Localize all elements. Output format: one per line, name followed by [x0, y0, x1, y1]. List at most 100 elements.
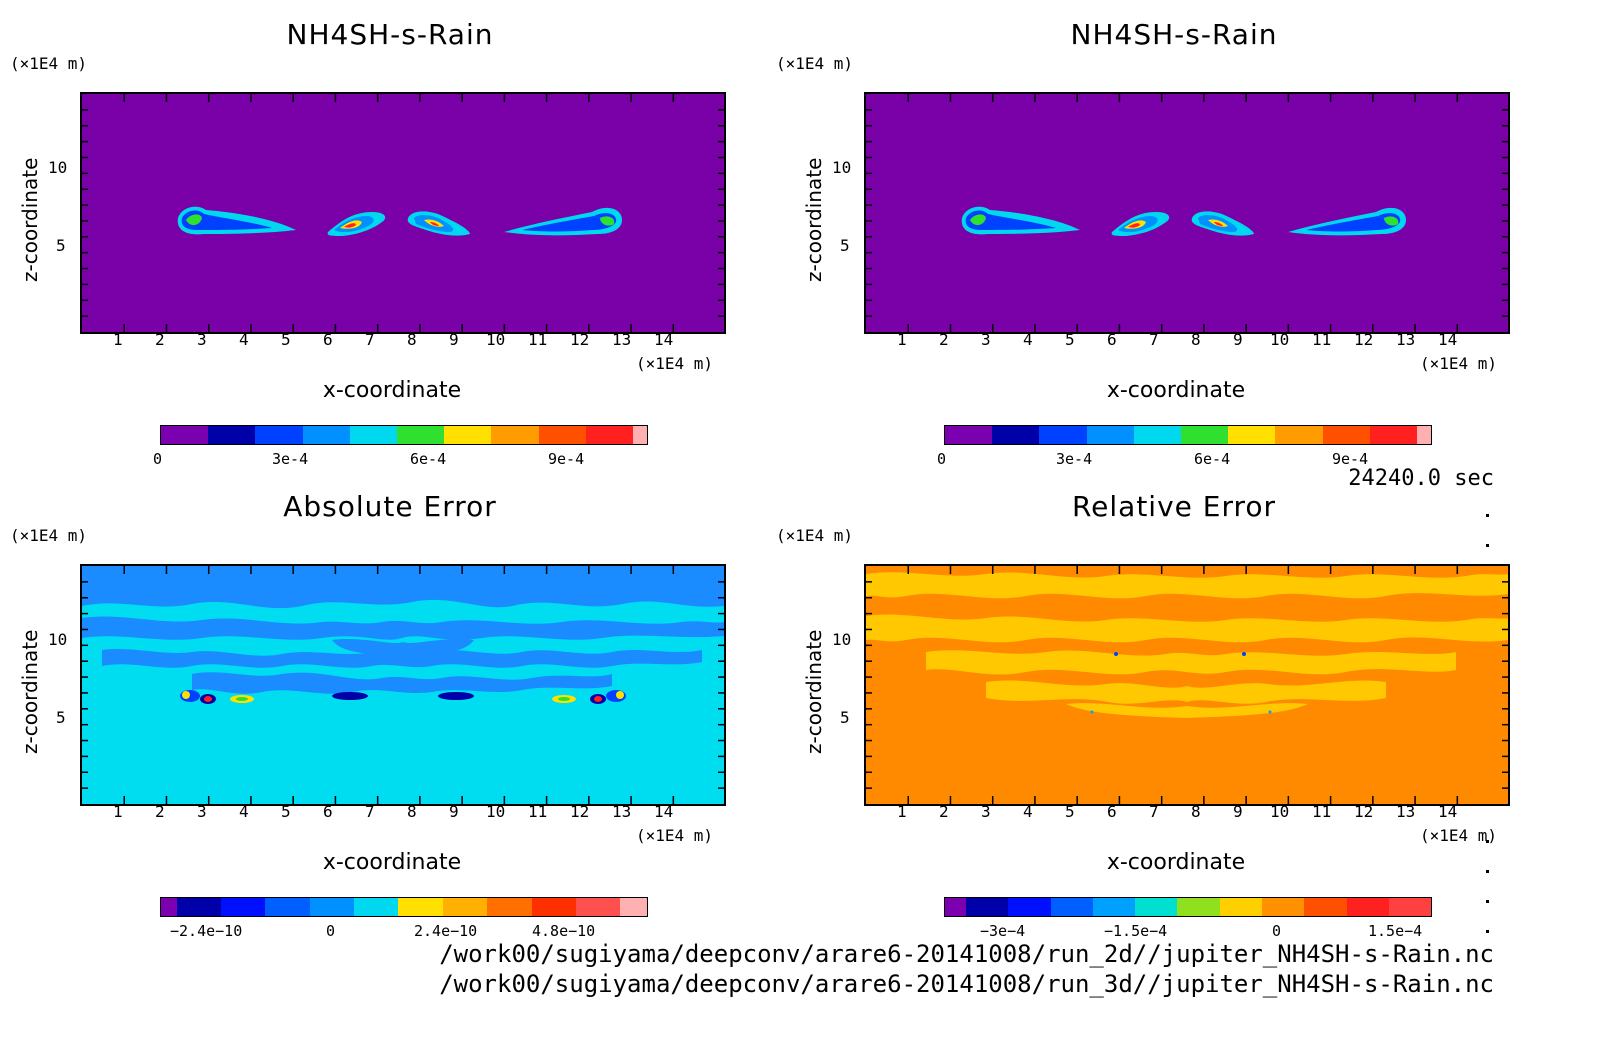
x-tick: 13	[612, 802, 632, 821]
x-unit-label: (×1E4 m)	[1420, 354, 1498, 373]
chart-panel-top-right: NH4SH-s-Rain (×1E4 m) z-coordinate	[776, 0, 1564, 470]
x-tick: 8	[407, 802, 417, 821]
x-tick: 5	[281, 802, 291, 821]
x-tick: 5	[1065, 330, 1075, 349]
x-tick: 9	[1233, 330, 1243, 349]
error-hotspots	[180, 690, 626, 704]
x-tick: 10	[1270, 330, 1290, 349]
margin-dot	[1486, 514, 1489, 517]
colorbar-label: 1.5e−4	[1368, 922, 1423, 940]
chart-title: NH4SH-s-Rain	[1070, 18, 1278, 51]
colorbar-label: 0	[1272, 922, 1282, 940]
colorbar-label: 0	[326, 922, 336, 940]
colorbar-label: 0	[937, 450, 947, 468]
x-tick: 13	[1396, 330, 1416, 349]
x-tick: 1	[897, 802, 907, 821]
x-tick: 5	[281, 330, 291, 349]
x-tick: 13	[612, 330, 632, 349]
x-unit-label: (×1E4 m)	[636, 354, 714, 373]
y-unit-label: (×1E4 m)	[776, 54, 854, 73]
x-tick: 8	[1191, 330, 1201, 349]
x-tick: 7	[365, 330, 375, 349]
y-axis-label: z-coordinate	[802, 157, 826, 282]
x-axis-label: x-coordinate	[322, 850, 462, 875]
y-axis-label: z-coordinate	[18, 629, 42, 754]
x-tick: 14	[1438, 802, 1458, 821]
colorbar-label: 6e-4	[1194, 450, 1231, 468]
y-tick: 10	[832, 158, 852, 177]
x-axis-label: x-coordinate	[322, 378, 462, 403]
x-tick: 7	[1149, 802, 1159, 821]
x-tick: 12	[570, 802, 590, 821]
rain-feature-2	[327, 212, 386, 236]
margin-dot	[1486, 900, 1489, 903]
heatmap-plot-area	[80, 564, 726, 806]
time-label: 24240.0 sec	[1348, 466, 1494, 491]
x-tick: 7	[365, 802, 375, 821]
x-tick: 6	[1107, 330, 1117, 349]
chart-panel-bottom-right: Relative Error (×1E4 m) z-coordinate 1 2…	[776, 472, 1564, 942]
x-tick: 14	[654, 330, 674, 349]
heatmap-plot-area	[80, 92, 726, 334]
rain-feature-4	[504, 207, 622, 236]
y-tick: 5	[56, 236, 66, 255]
y-unit-label: (×1E4 m)	[10, 54, 88, 73]
rain-feature-2	[1111, 212, 1170, 236]
x-tick: 3	[981, 330, 991, 349]
x-tick: 1	[113, 330, 123, 349]
x-tick: 4	[1023, 330, 1033, 349]
colorbar	[160, 425, 648, 445]
x-tick: 10	[486, 330, 506, 349]
colorbar	[160, 897, 648, 917]
x-tick: 9	[449, 330, 459, 349]
x-tick: 8	[1191, 802, 1201, 821]
x-tick: 11	[1312, 330, 1332, 349]
x-tick: 10	[486, 802, 506, 821]
margin-dot	[1486, 840, 1489, 843]
x-tick: 13	[1396, 802, 1416, 821]
colorbar-label: 9e-4	[1332, 450, 1369, 468]
colorbar-label: 3e-4	[1056, 450, 1093, 468]
y-unit-label: (×1E4 m)	[776, 526, 854, 545]
margin-dot	[1486, 930, 1489, 933]
colorbar-label: 4.8e−10	[532, 922, 596, 940]
x-unit-label: (×1E4 m)	[636, 826, 714, 845]
x-tick: 1	[897, 330, 907, 349]
x-tick: 4	[239, 330, 249, 349]
x-tick: 10	[1270, 802, 1290, 821]
rain-feature-3	[407, 211, 470, 236]
heatmap-plot-area	[864, 564, 1510, 806]
x-tick: 4	[1023, 802, 1033, 821]
x-tick: 14	[1438, 330, 1458, 349]
x-axis-label: x-coordinate	[1106, 378, 1246, 403]
x-tick: 5	[1065, 802, 1075, 821]
colorbar-label: 6e-4	[410, 450, 447, 468]
chart-panel-bottom-left: Absolute Error (×1E4 m) z-coordinate	[0, 472, 780, 942]
y-unit-label: (×1E4 m)	[10, 526, 88, 545]
x-tick: 11	[528, 802, 548, 821]
file-path-2d: /work00/sugiyama/deepconv/arare6-2014100…	[439, 940, 1494, 968]
x-tick: 9	[449, 802, 459, 821]
x-tick: 3	[197, 330, 207, 349]
chart-title: NH4SH-s-Rain	[286, 18, 494, 51]
x-tick: 9	[1233, 802, 1243, 821]
x-tick: 2	[155, 330, 165, 349]
y-tick: 5	[56, 708, 66, 727]
margin-dot	[1486, 870, 1489, 873]
error-pattern	[866, 572, 1508, 718]
margin-dot	[1486, 544, 1489, 547]
rain-feature-1	[177, 206, 296, 235]
x-tick: 2	[939, 802, 949, 821]
rain-feature-3	[1191, 211, 1254, 236]
colorbar	[944, 897, 1432, 917]
y-axis-label: z-coordinate	[18, 157, 42, 282]
x-tick: 6	[1107, 802, 1117, 821]
colorbar-label: 3e-4	[272, 450, 309, 468]
x-tick: 2	[939, 330, 949, 349]
rain-feature-1	[961, 206, 1080, 235]
x-tick: 4	[239, 802, 249, 821]
file-path-3d: /work00/sugiyama/deepconv/arare6-2014100…	[439, 970, 1494, 998]
colorbar-label: 2.4e−10	[414, 922, 478, 940]
x-tick: 7	[1149, 330, 1159, 349]
chart-panel-top-left: NH4SH-s-Rain (×1E4 m) z-coordinate	[0, 0, 780, 470]
